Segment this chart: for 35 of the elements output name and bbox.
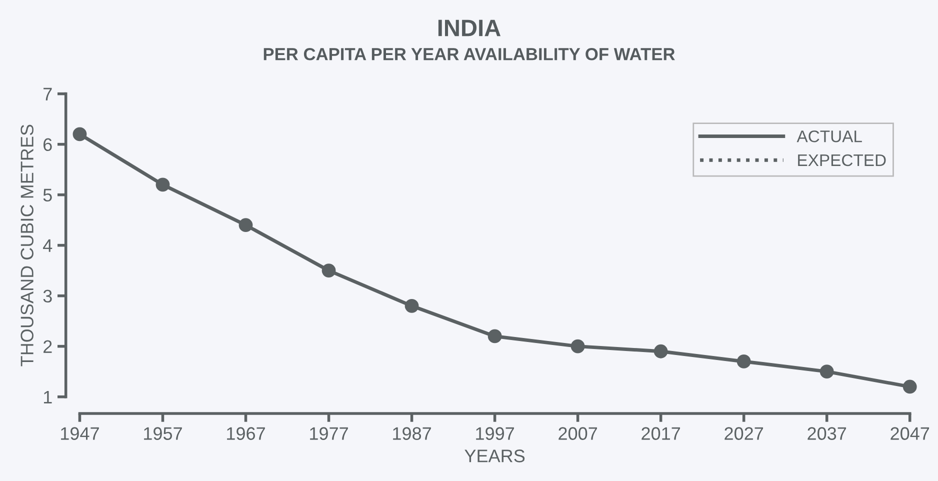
x-tick-label: 2047: [890, 427, 930, 440]
y-axis-title: THOUSAND CUBIC METRES: [20, 124, 34, 366]
point: [238, 218, 253, 232]
x-tick-label: 2007: [558, 427, 597, 440]
point: [488, 329, 502, 344]
x-tick-label: 1997: [476, 427, 514, 440]
x-tick-label: 2037: [808, 427, 846, 440]
y-tick-label: 1: [44, 390, 52, 404]
point: [72, 127, 87, 142]
x-tick-label: 2027: [724, 427, 764, 440]
legend-label: EXPECTED: [798, 154, 886, 166]
point: [820, 364, 834, 379]
point: [736, 354, 751, 368]
x-tick-label: 1967: [227, 427, 265, 440]
x-tick-label: 2017: [642, 427, 680, 440]
point: [654, 344, 668, 358]
y-tick-label: 4: [43, 239, 52, 252]
point: [902, 380, 917, 394]
y-tick-label: 5: [43, 188, 52, 202]
chart-subtitle: PER CAPITA PER YEAR AVAILABILITY OF WATER: [264, 48, 675, 60]
y-tick-label: 3: [43, 290, 52, 303]
text: ACTUAL: [796, 130, 862, 142]
point: [404, 298, 419, 313]
point: [322, 264, 336, 278]
x-tick-label: 1977: [310, 427, 348, 440]
x-tick-label: 1957: [144, 427, 182, 440]
x-tick-label: 1987: [393, 427, 431, 440]
y-tick-label: 7: [44, 88, 52, 100]
point: [156, 178, 170, 192]
point: [570, 339, 585, 354]
x-axis-title: YEARS: [464, 450, 525, 462]
y-tick-label: 2: [44, 340, 52, 353]
y-tick-label: 6: [44, 138, 52, 152]
chart-title: INDIA: [438, 20, 501, 36]
x-tick-label: 1947: [61, 427, 99, 440]
